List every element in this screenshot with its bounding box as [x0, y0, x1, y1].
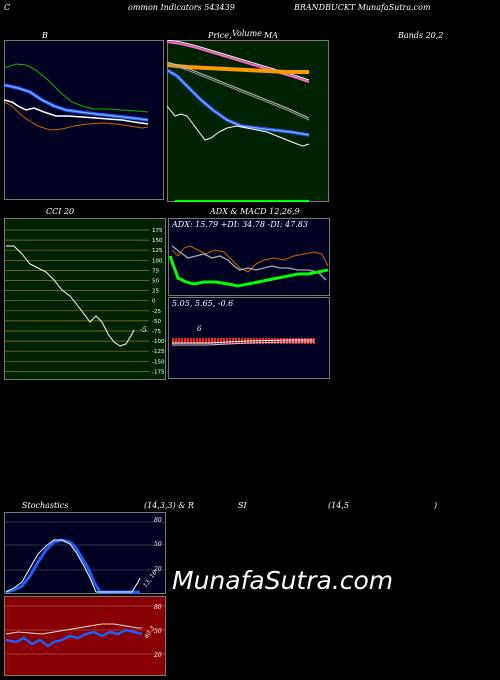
- cci-tick-label: 50: [152, 279, 159, 285]
- header-left: C: [4, 3, 11, 12]
- price-volume-ma-chart: [167, 40, 329, 202]
- macd-histogram-bar: [190, 338, 192, 344]
- macd-histogram-bar: [178, 338, 180, 344]
- cci-tick-label: -150: [152, 359, 165, 365]
- stoch-title-e: ): [434, 501, 438, 510]
- macd-histogram-bar: [301, 338, 303, 344]
- cci-tick-label: 150: [152, 238, 163, 244]
- rsi-tick-20: 20: [154, 652, 162, 659]
- macd-histogram-bar: [289, 338, 291, 344]
- macd-histogram-bar: [286, 338, 288, 344]
- macd-histogram-bar: [280, 338, 282, 344]
- header-middle: ommon Indicators 543439: [128, 3, 235, 12]
- macd-histogram-bar: [181, 338, 183, 344]
- macd-histogram-bar: [277, 338, 279, 344]
- cci-tick-label: -125: [152, 349, 165, 355]
- cci-tick-label: -100: [152, 339, 165, 345]
- macd-histogram-bar: [232, 338, 234, 344]
- cci-value-label: -5: [140, 326, 147, 334]
- macd-histogram-bar: [298, 338, 300, 344]
- rsi-chart: [4, 596, 166, 676]
- stoch-title-a: Stochastics: [22, 501, 69, 510]
- macd-histogram-bar: [175, 338, 177, 344]
- cci-tick-label: 100: [152, 258, 163, 264]
- stoch-tick-20: 20: [154, 566, 162, 573]
- macd-histogram-bar: [313, 338, 315, 344]
- watermark: MunafaSutra.com: [172, 566, 394, 595]
- macd-histogram-bar: [205, 338, 207, 344]
- macd-histogram-bar: [271, 338, 273, 344]
- macd-histogram-bar: [211, 338, 213, 344]
- stoch-title-b: (14,3,3) & R: [144, 501, 194, 510]
- stoch-title-c: SI: [238, 501, 247, 510]
- macd-values: 5.05, 5.65, -0.6: [172, 299, 234, 308]
- bollinger-bands-chart: [4, 40, 164, 200]
- bb-title: B: [42, 31, 48, 40]
- cci-tick-label: -175: [152, 369, 165, 375]
- macd-histogram-bar: [208, 338, 210, 344]
- macd-histogram-bar: [304, 338, 306, 344]
- price-title-a: Price,: [208, 31, 232, 40]
- macd-value-label: 6: [197, 325, 202, 333]
- macd-histogram-bar: [196, 338, 198, 344]
- macd-histogram-bar: [184, 338, 186, 344]
- macd-histogram-bar: [268, 338, 270, 344]
- macd-histogram-bar: [214, 338, 216, 344]
- macd-histogram-bar: [292, 338, 294, 344]
- adx-values: ADX: 15.79 +DI: 34.78 -DI: 47.83: [172, 220, 308, 229]
- cci-title: CCI 20: [46, 207, 75, 216]
- stochastics-chart: [4, 512, 166, 594]
- bb-title-right: Bands 20,2: [398, 31, 444, 40]
- cci-tick-label: 25: [152, 289, 159, 295]
- cci-tick-label: -75: [152, 329, 161, 335]
- macd-histogram-bar: [283, 338, 285, 344]
- macd-histogram-bar: [310, 338, 312, 344]
- macd-histogram-bar: [199, 338, 201, 344]
- macd-histogram-bar: [295, 338, 297, 344]
- cci-tick-label: -50: [152, 319, 161, 325]
- adx-chart: [168, 218, 330, 296]
- macd-chart: [168, 297, 330, 379]
- macd-histogram-bar: [226, 338, 228, 344]
- cci-chart: 175 150 125 100 75 50 25 0 -25 -50 -75 -100 -125 -150…: [4, 218, 166, 380]
- macd-histogram-bar: [220, 338, 222, 344]
- cci-tick-label: 125: [152, 248, 163, 254]
- price-title-b: Volume: [232, 29, 262, 38]
- macd-histogram-bar: [223, 338, 225, 344]
- macd-histogram-bar: [172, 338, 174, 344]
- cci-tick-label: 75: [152, 268, 159, 274]
- stoch-title-d: (14,5: [328, 501, 349, 510]
- rsi-tick-50: 50: [154, 628, 162, 635]
- cci-tick-label: 175: [152, 228, 163, 234]
- macd-histogram-bar: [217, 338, 219, 344]
- cci-tick-label: -25: [152, 309, 161, 315]
- macd-histogram-bar: [307, 338, 309, 344]
- macd-histogram-bar: [229, 338, 231, 344]
- macd-histogram-bar: [274, 338, 276, 344]
- macd-histogram-bar: [187, 338, 189, 344]
- stoch-tick-50: 50: [154, 541, 162, 548]
- price-title-c: MA: [264, 31, 278, 40]
- cci-tick-label: 0: [152, 299, 156, 305]
- macd-histogram-bar: [193, 338, 195, 344]
- rsi-tick-80: 80: [154, 604, 162, 611]
- stoch-tick-80: 80: [154, 517, 162, 524]
- adx-title: ADX & MACD 12,26,9: [210, 207, 300, 216]
- header-right: BRANDBUCKT MunafaSutra.com: [294, 3, 431, 12]
- macd-histogram-bar: [235, 338, 237, 344]
- macd-histogram-bar: [202, 338, 204, 344]
